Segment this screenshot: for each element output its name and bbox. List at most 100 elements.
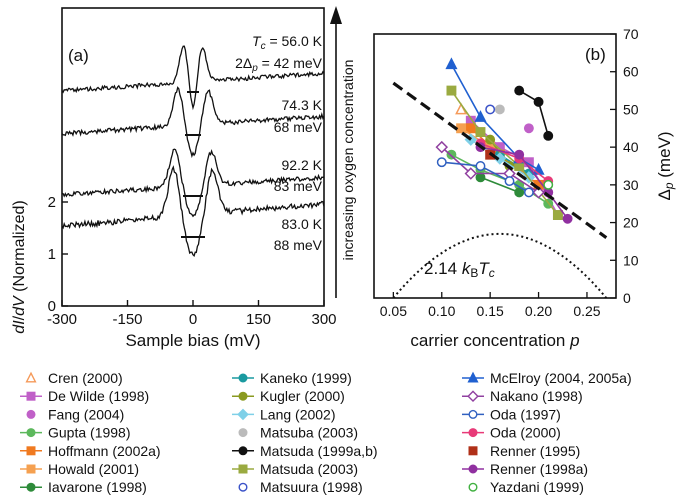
legend-item: Cren (2000) — [25, 370, 123, 386]
legend-marker — [467, 390, 479, 402]
legend-label: Nakano (1998) — [490, 388, 583, 404]
panel-a-x-axis-label: Sample bias (mV) — [125, 331, 260, 350]
legend-item: Matsuura (1998) — [238, 479, 363, 495]
legend-marker — [25, 371, 37, 383]
data-point — [456, 123, 467, 134]
legend: Cren (2000) De Wilde (1998) Fang (2004) Gup… — [20, 370, 632, 495]
panel-a-y-axis-label: dI/dV (Normalized) — [11, 200, 28, 333]
legend-label: Gupta (1998) — [48, 425, 131, 441]
legend-marker — [26, 409, 36, 419]
series-line — [480, 146, 569, 220]
legend-label: McElroy (2004, 2005a) — [490, 370, 632, 386]
panel-a-label: (a) — [68, 46, 89, 65]
spectrum-3-temp-label: 92.2 K — [282, 157, 323, 173]
spectrum-1-temp-label: Tc = 56.0 K — [252, 33, 323, 52]
legend-label: Renner (1995) — [490, 443, 580, 459]
legend-item: McElroy (2004, 2005a) — [462, 370, 632, 386]
legend-label: Matsuda (1999a,b) — [260, 443, 378, 459]
legend-marker — [26, 428, 36, 438]
legend-label: Matsuura (1998) — [260, 479, 363, 495]
legend-marker — [467, 371, 479, 383]
data-point — [494, 104, 505, 115]
legend-label: Renner (1998a) — [490, 461, 588, 477]
legend-label: Matsuba (2003) — [260, 425, 358, 441]
data-point — [543, 179, 554, 190]
panel-b-x-tick-label: 0.25 — [573, 303, 600, 319]
legend-marker — [238, 464, 248, 474]
legend-item: Kugler (2000) — [232, 388, 345, 404]
legend-marker — [238, 373, 248, 383]
panel-a-x-tick-label: 0 — [189, 311, 197, 328]
data-point — [464, 167, 478, 180]
spectrum-2-temp-label: 74.3 K — [282, 97, 323, 113]
panel-b-x-tick-label: 0.20 — [525, 303, 552, 319]
data-point — [543, 130, 554, 141]
panel-a-spectra — [61, 45, 325, 257]
panel-a-y-ticks: 0 1 2 — [48, 194, 68, 315]
dome-curve — [392, 232, 608, 299]
data-point — [523, 123, 534, 134]
spectrum-4-gap-label: 88 meV — [274, 237, 323, 253]
panel-b-y-tick-label: 0 — [623, 290, 631, 306]
data-point — [475, 127, 486, 138]
legend-marker — [238, 446, 248, 456]
spectrum-3-gap-label: 83 meV — [274, 178, 323, 194]
legend-item: Renner (1995) — [468, 443, 580, 459]
panel-b-y-tick-label: 40 — [623, 139, 639, 155]
legend-item: Howald (2001) — [20, 461, 139, 477]
legend-label: Iavarone (1998) — [48, 479, 147, 495]
panel-b-x-tick-label: 0.10 — [428, 303, 455, 319]
spectrum-4-temp-label: 83.0 K — [282, 216, 323, 232]
data-point — [532, 162, 545, 175]
legend-item: Hoffmann (2002a) — [20, 443, 161, 459]
panel-a-y-tick-label: 0 — [48, 298, 56, 315]
legend-marker — [26, 482, 36, 492]
legend-marker — [26, 446, 36, 456]
legend-item: Kaneko (1999) — [232, 370, 352, 386]
panel-a-x-tick-label: 300 — [311, 311, 336, 328]
legend-item: Nakano (1998) — [462, 388, 583, 404]
panel-b-frame — [373, 33, 617, 299]
spectrum-1-gap-label: 2Δp = 42 meV — [235, 55, 323, 74]
legend-label: De Wilde (1998) — [48, 388, 149, 404]
dome-annotation: 2.14 kBTc — [424, 259, 495, 280]
series-line — [451, 153, 549, 205]
legend-item: De Wilde (1998) — [20, 388, 149, 404]
legend-item: Oda (2000) — [462, 425, 561, 441]
data-point — [435, 140, 449, 154]
panel-b-y-tick-label: 70 — [623, 26, 639, 42]
legend-label: Kugler (2000) — [260, 388, 345, 404]
legend-marker — [238, 428, 248, 438]
oxygen-arrow-label: increasing oxygen concentration — [340, 60, 356, 261]
legend-label: Fang (2004) — [48, 406, 124, 422]
legend-label: Matsuda (2003) — [260, 461, 358, 477]
panel-b-y-tick-label: 30 — [623, 177, 639, 193]
panel-a-y-tick-label: 2 — [48, 194, 56, 211]
panel-b-y-tick-label: 10 — [623, 252, 639, 268]
spectrum-curve — [61, 45, 325, 111]
data-point — [552, 210, 563, 220]
legend-item: Renner (1998a) — [462, 461, 588, 477]
spectrum-curve — [61, 148, 325, 218]
legend-label: Howald (2001) — [48, 461, 139, 477]
data-point — [533, 96, 544, 107]
legend-marker — [238, 482, 248, 492]
panel-b-x-ticks: 0.05 0.10 0.15 0.20 0.25 — [380, 292, 601, 319]
panel-b-y-tick-label: 20 — [623, 215, 639, 231]
spectrum-curve — [61, 165, 325, 257]
panel-a-x-tick-label: 150 — [246, 311, 271, 328]
series-line — [480, 176, 520, 194]
legend-label: Yazdani (1999) — [490, 479, 584, 495]
legend-marker — [238, 391, 248, 401]
legend-item: Lang (2002) — [232, 406, 336, 422]
legend-item: Matsuba (2003) — [238, 425, 358, 441]
legend-marker — [468, 446, 478, 456]
series-line — [450, 63, 540, 171]
legend-item: Oda (1997) — [462, 406, 561, 422]
panel-a-x-tick-label: -150 — [112, 311, 142, 328]
data-point — [532, 186, 545, 199]
legend-item: Yazdani (1999) — [468, 479, 584, 495]
oxygen-arrow-head — [330, 6, 342, 24]
data-point — [445, 57, 458, 70]
